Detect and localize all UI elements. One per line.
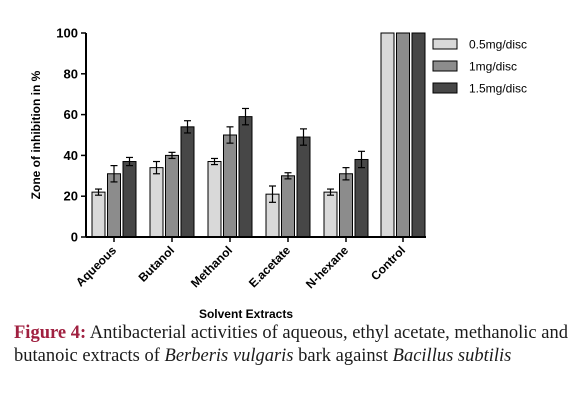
caption-species: Berberis vulgaris [164, 346, 294, 366]
figure-label: Figure 4: [14, 323, 87, 343]
bars-group [91, 32, 426, 238]
legend-label: 0.5mg/disc [469, 38, 527, 52]
x-category-label: Butanol [136, 243, 177, 284]
y-tick-label: 60 [64, 107, 78, 122]
legend-swatch [432, 60, 458, 72]
y-axis-label: Zone of inhibition in % [29, 70, 43, 199]
legend-swatch [432, 82, 458, 94]
bar [380, 32, 395, 238]
legend-swatch [432, 38, 458, 50]
y-tick-label: 40 [64, 148, 78, 163]
y-tick-label: 80 [64, 66, 78, 81]
bar [396, 32, 410, 238]
legend-label: 1mg/disc [469, 60, 517, 74]
x-category-label: Control [368, 243, 408, 283]
caption-text-middle: bark against [298, 346, 389, 366]
bar [223, 134, 237, 238]
legend: 0.5mg/disc 1mg/disc 1.5mg/disc [432, 38, 527, 96]
caption-organism: Bacillus subtilis [392, 346, 512, 366]
bar [122, 161, 137, 238]
bar [149, 167, 164, 238]
bar [296, 136, 311, 238]
y-ticks-group: 0 20 40 60 80 100 [56, 26, 86, 245]
x-axis-label: Solvent Extracts [199, 307, 293, 321]
x-category-label: Methanol [188, 243, 235, 290]
x-category-label: E.acetate [246, 243, 293, 290]
caption-text-before: Antibacterial activities of aqueous, eth… [14, 323, 568, 366]
bar-chart: 0 20 40 60 80 100 Aqueous Butanol Methanol E.ace… [29, 26, 527, 322]
bar [281, 175, 295, 238]
error-bars-group [95, 107, 365, 203]
y-tick-label: 0 [71, 230, 78, 245]
legend-label: 1.5mg/disc [469, 82, 527, 96]
bar [180, 126, 195, 238]
bar [354, 158, 369, 238]
bar [323, 191, 338, 238]
bar [238, 116, 253, 238]
bar [339, 173, 353, 238]
x-category-label: N-hexane [303, 243, 351, 291]
x-category-label: Aqueous [73, 243, 119, 289]
bar [165, 154, 179, 238]
x-categories-group: Aqueous Butanol Methanol E.acetate N-hexane C… [73, 237, 408, 291]
bar [91, 191, 106, 238]
y-tick-label: 20 [64, 189, 78, 204]
bar [207, 161, 222, 238]
bar [411, 32, 426, 238]
figure-caption: Figure 4: Antibacterial activities of aq… [14, 322, 570, 368]
y-tick-label: 100 [56, 26, 78, 41]
bar [107, 173, 121, 238]
axes-group [85, 33, 426, 238]
